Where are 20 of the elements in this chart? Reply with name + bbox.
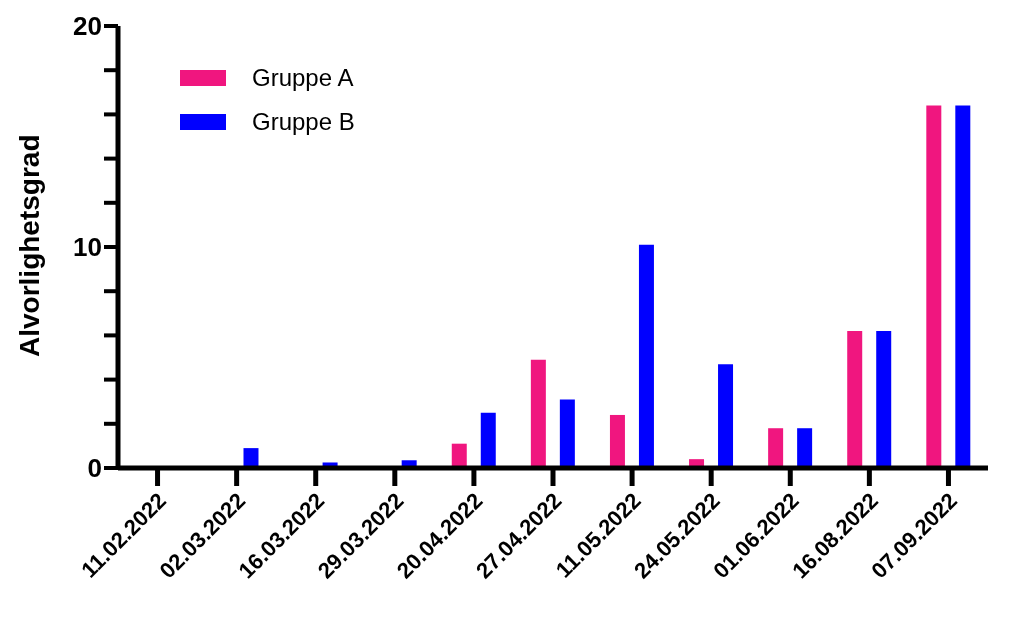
bar [847, 330, 863, 468]
bar [609, 414, 625, 468]
bar [638, 244, 654, 468]
bar [718, 364, 734, 468]
legend-label: Gruppe B [252, 107, 355, 137]
y-tick-label: 0 [87, 453, 102, 484]
bar [243, 448, 259, 468]
bar [876, 330, 892, 468]
bar [530, 359, 546, 468]
y-tick-label: 10 [73, 232, 102, 263]
bar [480, 412, 496, 468]
bar [559, 399, 575, 468]
bar [768, 428, 784, 468]
bar [955, 105, 971, 468]
y-tick-label: 20 [73, 11, 102, 42]
bar [926, 105, 942, 468]
bar [797, 428, 813, 468]
y-axis-title: Alvorlighetsgrad [13, 134, 45, 357]
legend-label: Gruppe A [252, 63, 354, 93]
bar [451, 443, 467, 468]
